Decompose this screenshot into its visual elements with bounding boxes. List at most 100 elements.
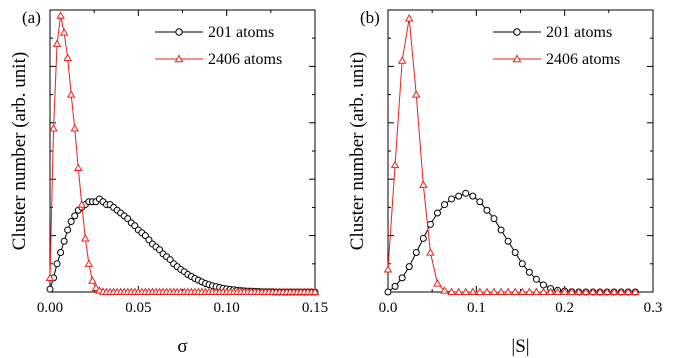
panel-a: 0.00 0.05 0.10 0.15 σ Cluster number (arb. un… [9,8,328,357]
data-point [497,226,505,234]
panel-b: 0.0 0.1 0.2 0.3 |S| Cluster number (arb. unit… [347,8,662,357]
series-2406-atoms [383,14,640,296]
series-201-atoms [384,189,639,296]
data-point [476,198,484,206]
data-point [511,249,519,257]
data-point [567,287,576,296]
data-point [482,287,492,296]
data-point [84,259,94,267]
data-point [595,287,605,296]
legend-entry: 2406 atoms [155,51,282,68]
data-point [560,287,569,296]
x-tick-label: 0.3 [644,300,663,316]
data-point [539,287,548,296]
data-point [525,268,533,276]
data-point [49,124,58,132]
data-point [391,282,399,290]
data-point [310,287,320,296]
data-point [441,201,449,209]
data-point [53,260,61,268]
data-point [631,287,640,296]
data-point [490,215,498,223]
data-point [46,285,54,293]
data-point [433,279,442,287]
data-point [455,192,463,200]
data-point [59,28,69,36]
data-point [525,287,534,296]
data-point [419,180,428,188]
data-point [532,275,540,283]
data-point [405,263,413,271]
data-point [489,287,499,296]
data-point [88,276,97,284]
legend-entry: 201 atoms [155,24,274,41]
data-point [64,226,72,234]
series-line [387,192,636,293]
data-point [433,209,441,217]
legend-label: 2406 atoms [546,51,620,68]
series-201-atoms [46,195,319,296]
data-point [70,124,79,132]
x-tick-label: 0.0 [379,300,398,316]
data-point [447,287,456,296]
data-point [468,287,478,296]
data-point [384,288,392,296]
data-point [419,234,427,242]
data-point [616,287,626,296]
legend-entry: 201 atoms [493,24,612,41]
legend-entry: 2406 atoms [493,51,620,68]
legend-label: 201 atoms [546,24,612,41]
data-point [461,287,470,296]
panel-label: (b) [360,8,380,27]
x-tick-label: 0.10 [214,300,240,316]
x-tick-label: 0.1 [467,300,486,316]
data-point [602,287,612,296]
y-axis-label: Cluster number (arb. unit) [347,52,368,250]
panel-label: (a) [22,8,41,27]
data-point [483,206,491,214]
data-point [426,248,435,256]
x-axis-label: σ [177,336,187,357]
data-point [412,90,421,98]
data-point [60,237,68,245]
data-point [426,220,434,228]
data-point [67,218,75,225]
data-point [57,249,65,257]
data-point [475,287,485,296]
data-point [448,195,456,203]
x-tick-label: 0.00 [37,300,63,316]
data-point [71,212,79,220]
series-line [49,198,315,293]
x-axis-label: |S| [511,336,529,357]
data-point [74,163,83,171]
data-point [574,287,584,296]
data-point [404,14,414,22]
legend-marker [513,28,521,36]
data-point [609,287,619,296]
data-point [56,11,65,19]
data-point [45,273,55,281]
data-point [539,281,547,289]
data-point [624,287,633,296]
data-point [397,56,407,64]
data-point [77,200,87,208]
data-point [518,287,527,296]
data-point [398,274,406,282]
data-point [469,192,477,200]
data-point [52,39,62,47]
legend-marker [512,54,522,63]
data-point [412,249,420,257]
data-point [532,287,541,296]
data-point [553,287,562,296]
legend-label: 2406 atoms [208,51,282,68]
data-point [546,287,555,296]
legend-label: 201 atoms [208,24,274,41]
data-point [462,189,470,197]
data-point [63,53,72,61]
data-point [510,287,520,296]
legend-marker [174,54,184,63]
data-point [454,287,463,296]
data-point [588,287,598,296]
data-point [518,260,526,268]
